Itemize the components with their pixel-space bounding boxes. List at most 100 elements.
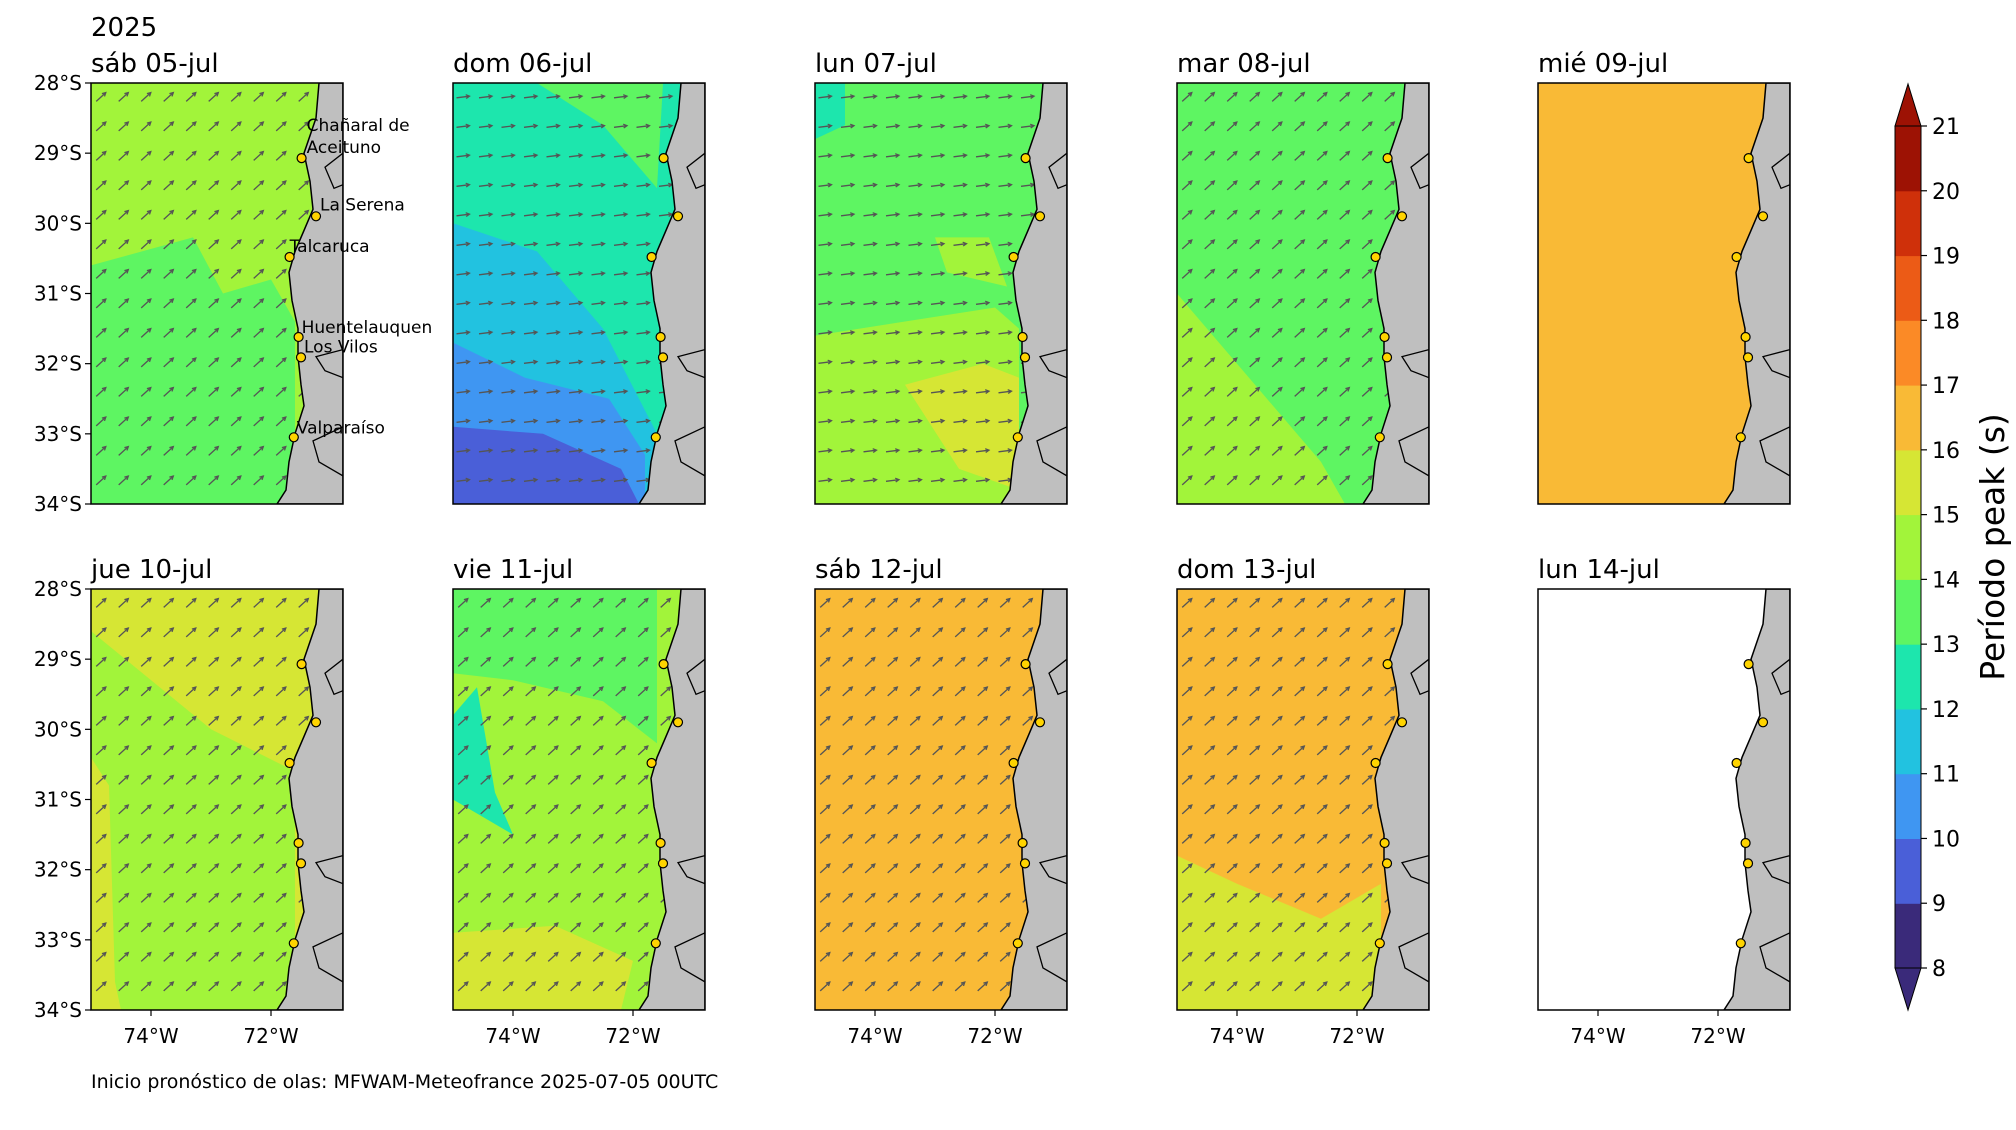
land (1723, 589, 1790, 1010)
colorbar-segment (1895, 514, 1921, 580)
location-marker (1019, 858, 1031, 869)
location-marker (295, 858, 307, 869)
location-marker (1742, 858, 1754, 869)
location-label: Huentelauquen (302, 318, 433, 338)
region-border (1759, 426, 1790, 477)
panel-title: lun 07-jul (815, 49, 937, 79)
colorbar-segment (1895, 579, 1921, 645)
location-marker (655, 331, 666, 343)
colorbar-tick-label: 9 (1932, 892, 1946, 917)
colorbar-segment (1895, 708, 1921, 775)
map-panel: sáb 12-jul 74°W 72°W (814, 555, 1068, 1048)
colorbar-segment (1895, 126, 1921, 192)
lat-tick-label: 29°S (34, 647, 82, 671)
location-marker (672, 717, 684, 728)
region-border (1761, 348, 1790, 379)
period-zone (905, 363, 1019, 490)
region-border (674, 932, 705, 983)
map-panel: sáb 05-jul 28°S 29°S 30°S 31°S 32°S 33°S 34°S Ch… (34, 49, 432, 516)
panel-frame (1537, 588, 1791, 1011)
location-marker (296, 153, 307, 164)
colorbar-segment (1895, 773, 1921, 839)
panel-frame (1537, 82, 1791, 505)
region-border (314, 348, 343, 379)
region-border (312, 426, 343, 477)
location-marker (1731, 251, 1742, 263)
colorbar-tick-label: 13 (1932, 633, 1960, 658)
location-marker (1757, 211, 1769, 222)
lat-tick-label: 33°S (34, 422, 82, 446)
location-marker (1757, 717, 1769, 728)
colorbar-segment (1895, 903, 1921, 969)
location-marker (284, 251, 295, 263)
footer-note: Inicio pronóstico de olas: MFWAM-Meteofr… (91, 1071, 719, 1093)
colorbar-tick-label: 11 (1932, 763, 1960, 788)
panel-frame (1176, 588, 1430, 1011)
region-border (1036, 426, 1067, 477)
period-zone (1177, 293, 1345, 504)
land (638, 589, 705, 1010)
location-marker (1017, 331, 1028, 343)
location-marker (1735, 432, 1746, 443)
lon-tick-label: 74°W (485, 1024, 540, 1048)
location-marker (284, 757, 295, 769)
colorbar-tick-label: 17 (1932, 374, 1960, 399)
lon-tick-label: 72°W (243, 1024, 298, 1048)
region-border (1771, 152, 1790, 190)
panel-title: lun 14-jul (1538, 555, 1660, 585)
colorbar-segment (1895, 385, 1921, 451)
map-panel: dom 13-jul 74°W 72°W (1176, 555, 1430, 1048)
region-border (674, 426, 705, 477)
lat-tick-label: 28°S (34, 577, 82, 601)
location-marker (288, 938, 299, 949)
map-panel: dom 06-jul (452, 49, 706, 505)
year-label: 2025 (91, 13, 157, 43)
period-zone (91, 237, 295, 504)
location-marker (288, 432, 299, 443)
colorbar-tick-label: 12 (1932, 698, 1960, 723)
colorbar-tick-label: 8 (1932, 957, 1946, 982)
period-zone (537, 83, 663, 189)
location-marker (650, 938, 661, 949)
location-marker (1740, 837, 1751, 849)
location-label: Valparaíso (297, 418, 385, 438)
lat-tick-label: 31°S (34, 282, 82, 306)
land (638, 83, 705, 504)
location-marker (1012, 938, 1023, 949)
location-marker (658, 153, 669, 164)
region-border (1398, 932, 1429, 983)
location-marker (296, 658, 307, 670)
colorbar-frame (1894, 125, 1922, 969)
location-marker (1017, 837, 1028, 849)
period-zone (91, 631, 295, 1010)
colorbar-tick-label: 20 (1932, 180, 1960, 205)
region-border (324, 152, 343, 190)
period-zone (1177, 855, 1381, 1010)
region-border (1410, 152, 1429, 190)
region-border (676, 854, 705, 885)
land (276, 589, 343, 1010)
panel-title: jue 10-jul (90, 555, 212, 585)
region-border (1759, 932, 1790, 983)
colorbar-tick-label: 15 (1932, 504, 1960, 529)
location-marker (1742, 352, 1754, 363)
location-marker (1396, 717, 1408, 728)
panel-title: mié 09-jul (1538, 49, 1668, 79)
location-marker (646, 251, 657, 263)
location-marker (1379, 331, 1390, 343)
location-marker (1008, 251, 1019, 263)
location-marker (1731, 757, 1742, 769)
map-panel: mar 08-jul (1176, 49, 1430, 505)
location-marker (1382, 153, 1393, 164)
colorbar-segment (1895, 190, 1921, 257)
lat-tick-label: 32°S (34, 858, 82, 882)
panel-frame (814, 82, 1068, 505)
location-marker (657, 352, 669, 363)
lon-tick-label: 72°W (1690, 1024, 1745, 1048)
period-zone (453, 925, 633, 1010)
colorbar-segment (1895, 644, 1921, 710)
panel-title: sáb 12-jul (815, 555, 943, 585)
colorbar-tick-label: 16 (1932, 439, 1960, 464)
panel-title: sáb 05-jul (91, 49, 219, 79)
